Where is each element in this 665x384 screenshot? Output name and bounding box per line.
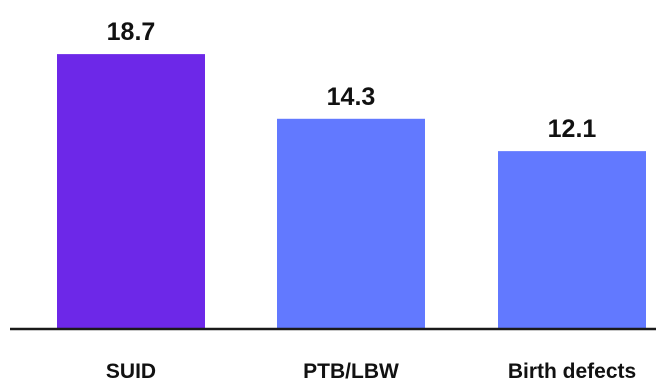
value-label-ptb-lbw: 14.3 — [327, 83, 376, 111]
category-label-birth-defects: Birth defects — [508, 360, 636, 383]
category-labels-group: SUID PTB/LBW Birth defects — [106, 360, 636, 383]
value-label-birth-defects: 12.1 — [548, 115, 597, 143]
category-label-suid: SUID — [106, 360, 156, 383]
value-labels-group: 18.7 14.3 12.1 — [107, 18, 597, 143]
bar-suid — [57, 54, 205, 330]
bar-birth-defects — [498, 151, 646, 329]
category-label-ptb-lbw: PTB/LBW — [303, 360, 399, 383]
bar-ptb-lbw — [277, 118, 425, 329]
value-label-suid: 18.7 — [107, 18, 156, 46]
bars-group — [57, 54, 646, 330]
